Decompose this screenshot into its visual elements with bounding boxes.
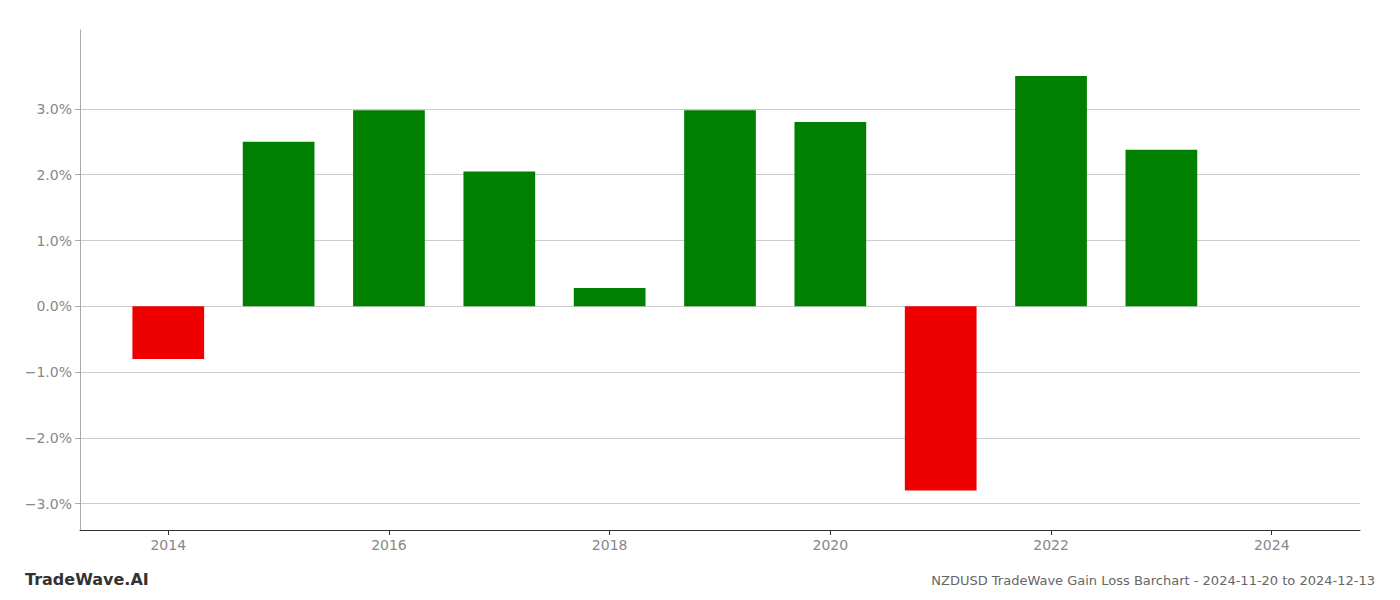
- svg-text:−3.0%: −3.0%: [25, 496, 72, 512]
- svg-text:NZDUSD TradeWave Gain Loss Bar: NZDUSD TradeWave Gain Loss Barchart - 20…: [931, 573, 1375, 588]
- svg-text:2016: 2016: [371, 537, 407, 553]
- svg-text:0.0%: 0.0%: [36, 298, 72, 314]
- svg-text:3.0%: 3.0%: [36, 101, 72, 117]
- svg-text:2022: 2022: [1033, 537, 1069, 553]
- svg-text:−1.0%: −1.0%: [25, 364, 72, 380]
- svg-text:2024: 2024: [1254, 537, 1290, 553]
- svg-text:2014: 2014: [150, 537, 186, 553]
- svg-text:−2.0%: −2.0%: [25, 430, 72, 446]
- svg-text:TradeWave.AI: TradeWave.AI: [25, 570, 149, 589]
- svg-text:1.0%: 1.0%: [36, 233, 72, 249]
- svg-text:2.0%: 2.0%: [36, 167, 72, 183]
- svg-text:2020: 2020: [813, 537, 849, 553]
- svg-text:2018: 2018: [592, 537, 628, 553]
